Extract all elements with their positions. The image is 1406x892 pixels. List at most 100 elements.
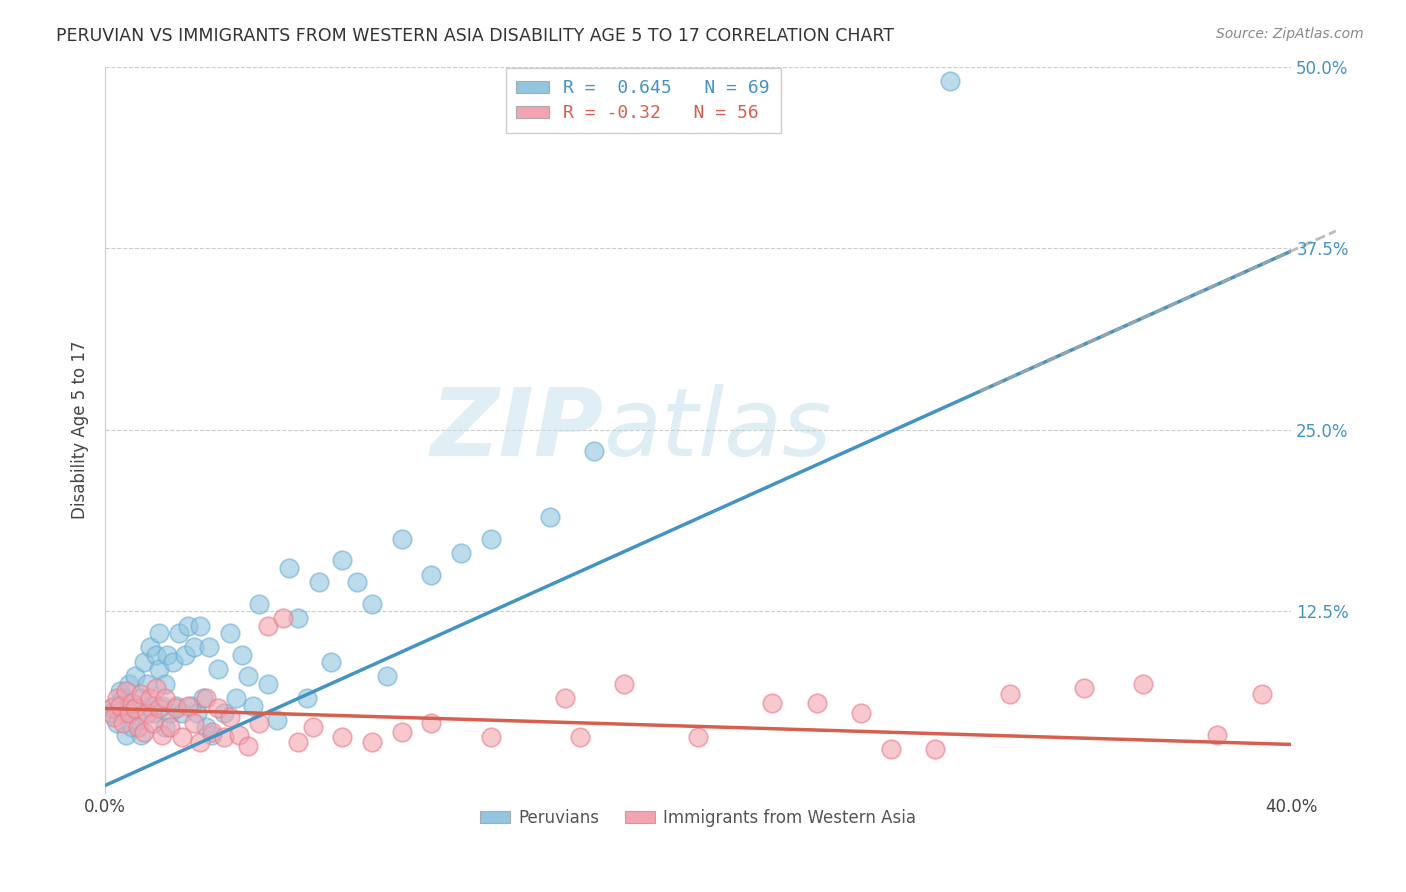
Point [851, 706, 873, 720]
Point [121, 720, 143, 734]
Point [129, 687, 152, 701]
Point [188, 735, 211, 749]
Text: ZIP: ZIP [430, 384, 603, 475]
Point [115, 728, 138, 742]
Point [1073, 681, 1095, 695]
Point [287, 611, 309, 625]
Point [138, 640, 160, 655]
Point [308, 575, 330, 590]
Point [266, 713, 288, 727]
Point [249, 715, 271, 730]
Point [172, 706, 194, 720]
Point [165, 698, 187, 713]
Point [218, 626, 240, 640]
Point [124, 669, 146, 683]
Legend: Peruvians, Immigrants from Western Asia: Peruvians, Immigrants from Western Asia [472, 800, 924, 835]
Point [1206, 728, 1229, 742]
Point [111, 691, 134, 706]
Point [124, 701, 146, 715]
Point [231, 648, 253, 662]
Point [177, 618, 200, 632]
Point [880, 742, 903, 756]
Point [1250, 687, 1272, 701]
Text: PERUVIAN VS IMMIGRANTS FROM WESTERN ASIA DISABILITY AGE 5 TO 17 CORRELATION CHAR: PERUVIAN VS IMMIGRANTS FROM WESTERN ASIA… [56, 27, 894, 45]
Point [688, 731, 710, 745]
Point [142, 715, 165, 730]
Point [177, 698, 200, 713]
Point [127, 713, 149, 727]
Point [287, 735, 309, 749]
Text: atlas: atlas [603, 384, 831, 475]
Point [295, 691, 318, 706]
Point [129, 691, 152, 706]
Y-axis label: Disability Age 5 to 17: Disability Age 5 to 17 [72, 341, 89, 519]
Point [375, 669, 398, 683]
Point [105, 691, 128, 706]
Point [145, 681, 167, 695]
Point [150, 728, 173, 742]
Point [100, 706, 122, 720]
Point [183, 715, 205, 730]
Point [420, 715, 443, 730]
Point [153, 691, 176, 706]
Point [186, 706, 208, 720]
Point [103, 698, 125, 713]
Point [172, 731, 194, 745]
Point [195, 691, 218, 706]
Point [201, 728, 224, 742]
Point [138, 698, 160, 713]
Point [153, 677, 176, 691]
Point [108, 701, 131, 715]
Point [228, 728, 250, 742]
Point [195, 720, 218, 734]
Point [148, 662, 170, 676]
Point [332, 553, 354, 567]
Point [159, 720, 181, 734]
Point [111, 715, 134, 730]
Point [191, 691, 214, 706]
Point [100, 701, 122, 715]
Point [249, 597, 271, 611]
Point [135, 706, 157, 720]
Point [148, 626, 170, 640]
Point [319, 655, 342, 669]
Point [121, 696, 143, 710]
Point [225, 691, 247, 706]
Point [361, 735, 384, 749]
Point [150, 698, 173, 713]
Point [583, 444, 606, 458]
Point [207, 701, 229, 715]
Point [479, 731, 502, 745]
Point [332, 731, 354, 745]
Point [998, 687, 1021, 701]
Point [271, 611, 294, 625]
Point [138, 691, 160, 706]
Point [257, 618, 280, 632]
Point [159, 706, 181, 720]
Point [105, 715, 128, 730]
Text: Source: ZipAtlas.com: Source: ZipAtlas.com [1216, 27, 1364, 41]
Point [188, 618, 211, 632]
Point [118, 696, 141, 710]
Point [142, 706, 165, 720]
Point [391, 724, 413, 739]
Point [361, 597, 384, 611]
Point [554, 691, 576, 706]
Point [538, 509, 561, 524]
Point [278, 560, 301, 574]
Point [129, 728, 152, 742]
Point [479, 532, 502, 546]
Point [242, 698, 264, 713]
Point [108, 698, 131, 713]
Point [939, 74, 962, 88]
Point [103, 710, 125, 724]
Point [806, 696, 828, 710]
Point [135, 677, 157, 691]
Point [207, 662, 229, 676]
Point [153, 720, 176, 734]
Point [132, 724, 155, 739]
Point [115, 684, 138, 698]
Point [118, 706, 141, 720]
Point [924, 742, 946, 756]
Point [1132, 677, 1154, 691]
